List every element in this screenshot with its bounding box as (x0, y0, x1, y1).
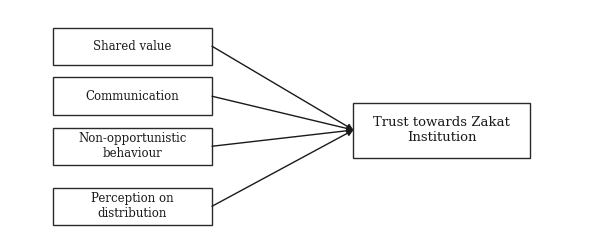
FancyBboxPatch shape (53, 188, 212, 225)
Text: Trust towards Zakat
Institution: Trust towards Zakat Institution (373, 116, 510, 144)
FancyBboxPatch shape (53, 128, 212, 165)
FancyBboxPatch shape (353, 102, 530, 158)
Text: Perception on
distribution: Perception on distribution (91, 192, 174, 220)
FancyBboxPatch shape (53, 28, 212, 65)
Text: Communication: Communication (85, 90, 180, 103)
Text: Non-opportunistic
behaviour: Non-opportunistic behaviour (78, 132, 187, 160)
FancyBboxPatch shape (53, 78, 212, 115)
Text: Shared value: Shared value (93, 40, 172, 53)
